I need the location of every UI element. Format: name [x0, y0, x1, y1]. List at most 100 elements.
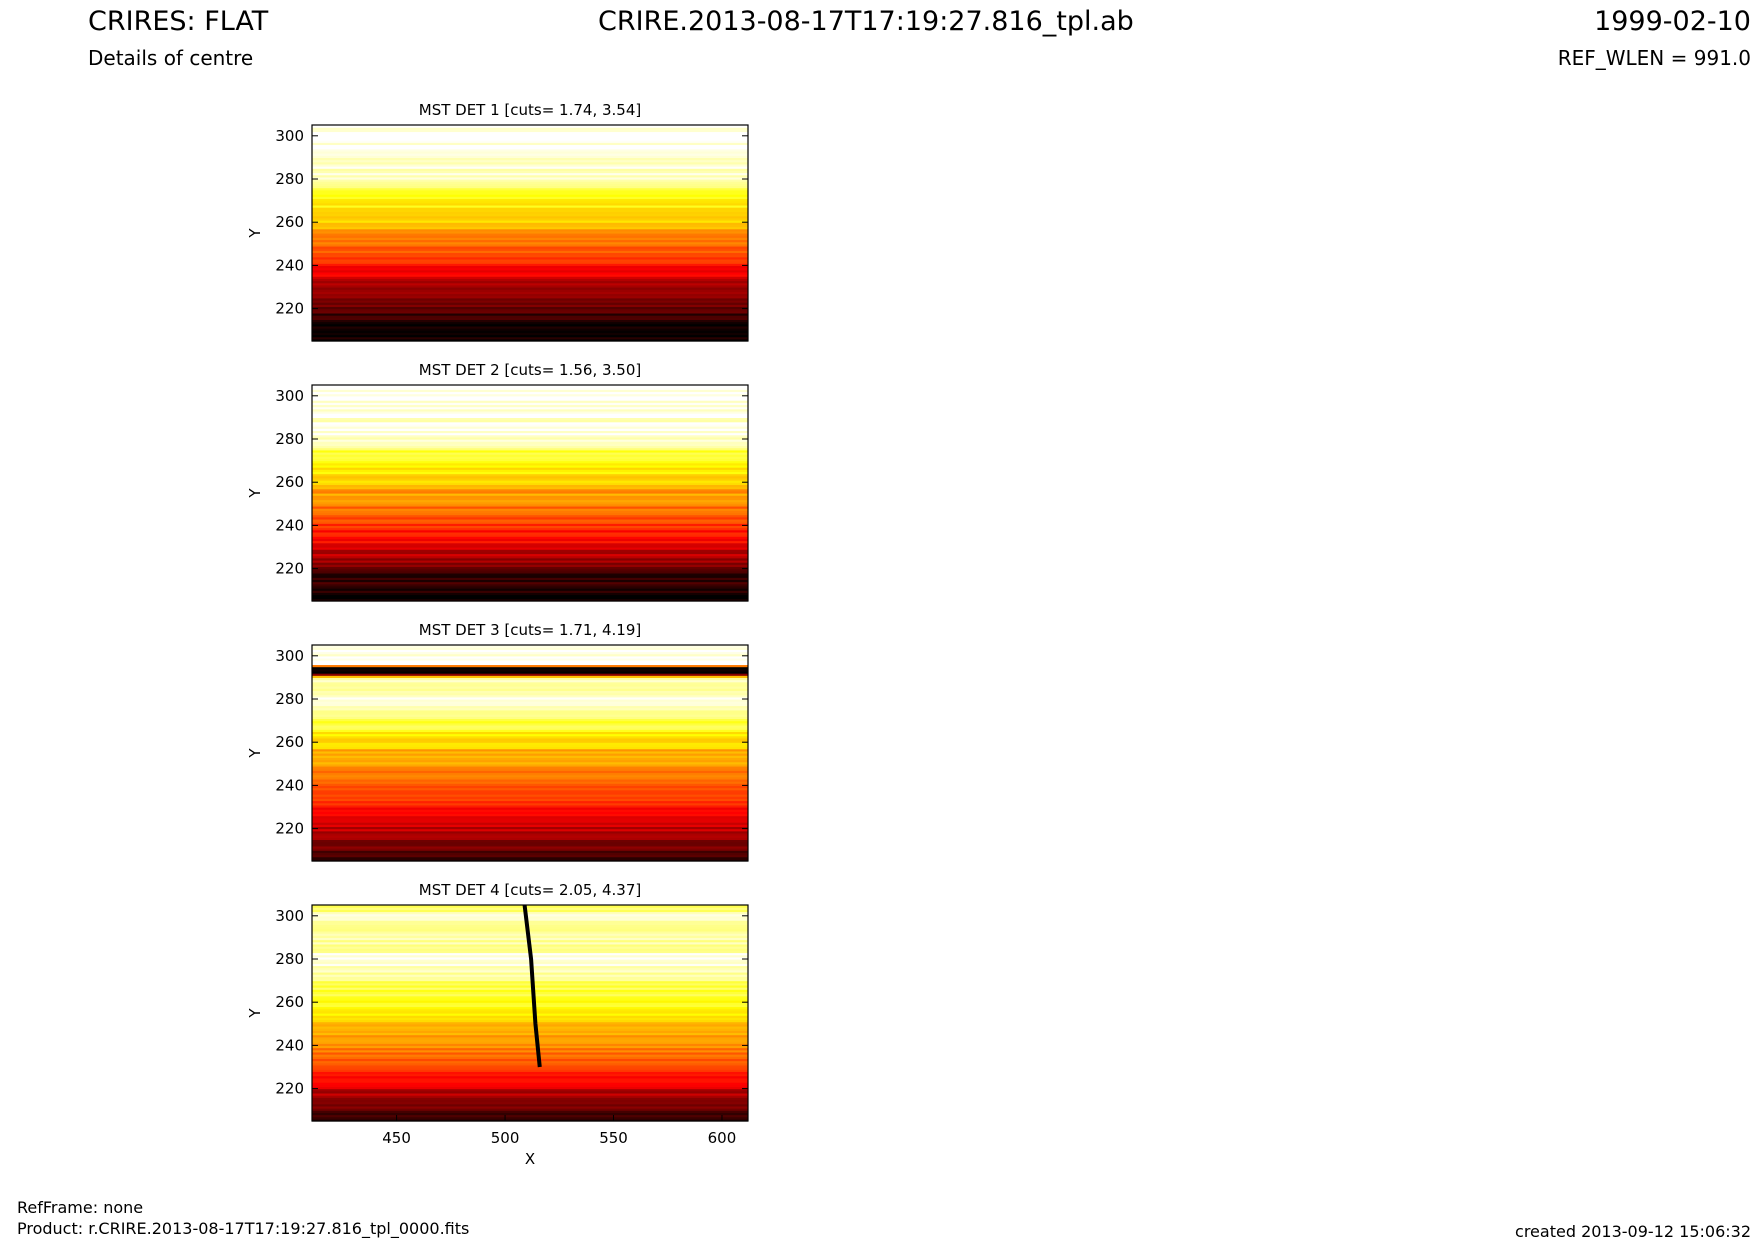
heatmap-row: [312, 1054, 748, 1057]
heatmap-row: [312, 1004, 748, 1008]
plot-frame: [311, 904, 749, 1122]
heatmap-row: [312, 690, 748, 694]
heatmap-row: [312, 387, 748, 390]
heatmap-row: [312, 796, 748, 799]
heatmap-row: [312, 430, 748, 434]
x-tick-label: 600: [708, 1129, 737, 1147]
heatmap-row: [312, 709, 748, 713]
heatmap-row: [312, 660, 748, 663]
heatmap-row: [312, 703, 748, 707]
heatmap-row: [312, 1086, 748, 1090]
heatmap-row: [312, 733, 748, 737]
heatmap-row: [312, 905, 748, 908]
heatmap-row: [312, 330, 748, 333]
heatmap-row: [312, 258, 748, 262]
heatmap-row: [312, 1015, 748, 1018]
heatmap-row: [312, 400, 748, 403]
heatmap-row: [312, 224, 748, 228]
heatmap-row: [312, 310, 748, 314]
plot-panel-1: MST DET 1 [cuts= 1.74, 3.54] 220 240 260 280…: [246, 101, 749, 342]
heatmap-row: [312, 832, 748, 836]
heatmap-row: [312, 163, 748, 167]
heatmap-row: [312, 1002, 748, 1005]
heatmap-row: [312, 302, 748, 305]
heatmap-row: [312, 469, 748, 472]
heatmap-row: [312, 439, 748, 442]
y-axis-label: Y: [246, 228, 264, 239]
heatmap-row: [312, 765, 748, 769]
heatmap-row: [312, 477, 748, 481]
heatmap-row: [312, 1049, 748, 1053]
heatmap-row: [312, 997, 748, 1001]
heatmap-row: [312, 447, 748, 451]
heatmap-row: [312, 978, 748, 982]
heatmap-row: [312, 133, 748, 137]
heatmap-row: [312, 579, 748, 583]
heatmap-row: [312, 256, 748, 260]
heatmap-row: [312, 547, 748, 550]
heatmap-row: [312, 839, 748, 843]
heatmap-row: [312, 1090, 748, 1094]
heatmap-row: [312, 220, 748, 223]
heatmap-row: [312, 592, 748, 596]
heatmap-row: [312, 297, 748, 301]
heatmap-row: [312, 1088, 748, 1092]
heatmap-row: [312, 1013, 748, 1016]
heatmap-row: [312, 441, 748, 444]
heatmap-row: [312, 207, 748, 210]
heatmap-row: [312, 1110, 748, 1113]
heatmap-row: [312, 170, 748, 174]
heatmap-row: [312, 1017, 748, 1021]
heatmap-row: [312, 406, 748, 410]
heatmap-row: [312, 144, 748, 148]
heatmap-row: [312, 155, 748, 158]
heatmap-row: [312, 1045, 748, 1049]
heatmap-row: [312, 809, 748, 812]
heatmap-row: [312, 252, 748, 256]
heatmap-row: [312, 328, 748, 331]
heatmap-row: [312, 746, 748, 750]
heatmap-row: [312, 271, 748, 275]
heatmap-row: [312, 287, 748, 290]
heatmap-row: [312, 176, 748, 180]
y-tick-label: 220: [275, 560, 304, 578]
heatmap-row: [312, 198, 748, 202]
heatmap-row: [312, 675, 748, 678]
heatmap-row: [312, 471, 748, 475]
file-name: CRIRE.2013-08-17T17:19:27.816_tpl.ab: [598, 6, 1134, 37]
report-date: 1999-02-10: [1594, 6, 1751, 37]
heatmap-row: [312, 1092, 748, 1096]
heatmap-row: [312, 1071, 748, 1075]
heatmap-row: [312, 744, 748, 748]
heatmap-row: [312, 1069, 748, 1072]
heatmap-row: [312, 402, 748, 406]
created-label: created 2013-09-12 15:06:32: [1515, 1222, 1751, 1241]
heatmap-row: [312, 722, 748, 726]
heatmap-row: [312, 293, 748, 297]
heatmap-row: [312, 153, 748, 156]
plot-frame: [311, 124, 749, 342]
plot-frame: [311, 384, 749, 602]
heatmap-row: [312, 332, 748, 336]
plot-title: MST DET 3 [cuts= 1.71, 4.19]: [419, 621, 642, 639]
y-tick-label: 280: [275, 690, 304, 708]
heatmap-row: [312, 389, 748, 393]
heatmap-row: [312, 924, 748, 928]
heatmap-row: [312, 129, 748, 133]
heatmap-row: [312, 166, 748, 169]
heatmap-row: [312, 989, 748, 992]
heatmap-row: [312, 1060, 748, 1064]
heatmap-row: [312, 971, 748, 975]
refframe-label: RefFrame: none: [17, 1198, 144, 1217]
heatmap-row: [312, 845, 748, 849]
heatmap-row: [312, 540, 748, 544]
heatmap-row: [312, 1082, 748, 1085]
heatmap-row: [312, 172, 748, 176]
heatmap-row: [312, 1034, 748, 1038]
heatmap-row: [312, 785, 748, 789]
heatmap-row: [312, 575, 748, 578]
heatmap-row: [312, 681, 748, 685]
heatmap-row: [312, 480, 748, 483]
heatmap-row: [312, 913, 748, 917]
heatmap-row: [312, 720, 748, 724]
